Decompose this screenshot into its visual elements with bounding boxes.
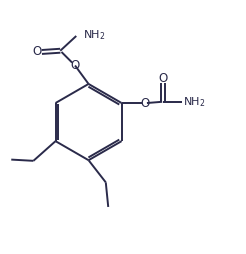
Text: NH$_2$: NH$_2$ [183,95,206,109]
Text: O: O [140,97,150,109]
Text: O: O [33,45,42,58]
Text: O: O [70,59,80,72]
Text: NH$_2$: NH$_2$ [83,28,106,42]
Text: O: O [159,72,168,85]
